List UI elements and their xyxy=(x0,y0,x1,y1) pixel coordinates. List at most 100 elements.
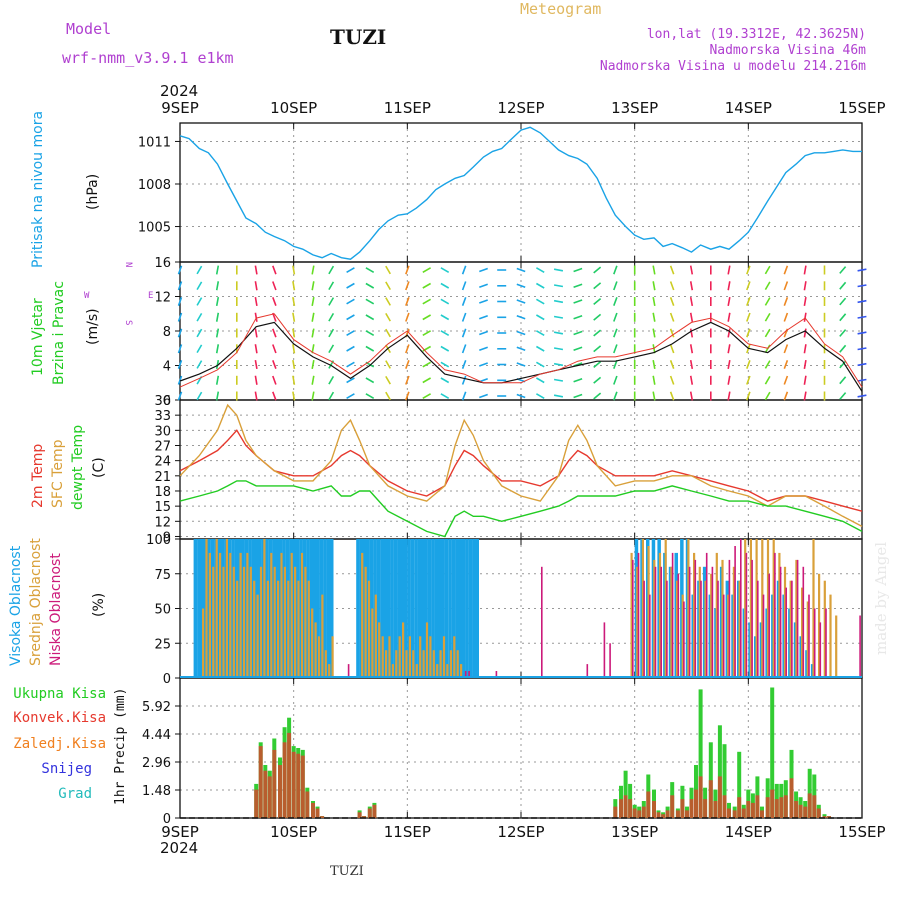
cloud-high-bar xyxy=(386,539,391,678)
wind-barb xyxy=(461,375,467,385)
wind-barb xyxy=(479,299,488,304)
y-tick-label: 100 xyxy=(146,533,171,548)
wind-barb xyxy=(764,265,771,275)
wind-barb xyxy=(573,267,583,273)
wind-barb xyxy=(196,344,203,354)
elevation-text: Nadmorska Visina 46m xyxy=(709,43,866,58)
cloud-mid-bar xyxy=(687,539,690,678)
y-tick-label: 33 xyxy=(154,409,171,424)
wind-barb xyxy=(516,314,526,320)
wind-barb xyxy=(613,281,618,291)
wind-barb xyxy=(783,360,789,369)
cloud-mid-bar xyxy=(402,622,405,678)
temp-2m-line xyxy=(179,429,863,512)
wind-barb xyxy=(553,284,564,288)
cloud-mid-bar xyxy=(653,559,656,678)
panel-frame xyxy=(179,677,863,819)
wind-barb xyxy=(346,377,355,384)
wind-barb xyxy=(385,328,391,338)
cloud-mid-bar xyxy=(710,573,713,679)
y-tick-label: 27 xyxy=(154,439,171,454)
wind-barb xyxy=(669,391,675,401)
cloud-high-bar xyxy=(444,539,449,678)
cloud-high-bar xyxy=(397,539,401,678)
wind-barb xyxy=(689,281,694,291)
y-tick-label: 21 xyxy=(154,470,171,485)
cloud-mid-bar xyxy=(388,636,391,678)
wind-barb xyxy=(516,393,526,399)
wind-barb xyxy=(783,297,789,306)
wind-barb xyxy=(746,375,751,385)
precip-conv-bar xyxy=(291,751,296,818)
wind-barb xyxy=(440,330,450,336)
pressure-panel-labels: Pritisak na nivou mora (hPa) xyxy=(30,111,101,268)
precip-label-3: Zaledj.Kisa xyxy=(13,736,106,752)
cloud-mid-bar xyxy=(453,636,456,678)
cloud-mid-bar xyxy=(378,622,381,678)
cloud-mid-bar xyxy=(266,580,269,678)
wind-barb xyxy=(746,265,751,275)
wind-barb xyxy=(652,328,656,338)
precip-conv-bar xyxy=(822,816,827,818)
wind-barb xyxy=(689,391,694,401)
wind-barb xyxy=(405,391,410,401)
wind-barb xyxy=(593,282,602,290)
cloud-mid-bar xyxy=(304,566,307,678)
wind-barb xyxy=(365,377,375,384)
cloud-high-bar xyxy=(472,539,476,678)
cloud-mid-bar xyxy=(249,566,252,678)
wind-barb xyxy=(254,359,258,370)
cloud-low-bar xyxy=(677,573,680,679)
wind-barb xyxy=(328,265,335,275)
wind-speed-line xyxy=(179,321,863,392)
cloud-low-bar xyxy=(632,559,634,678)
wind-barb xyxy=(272,391,277,401)
wind-barb xyxy=(405,375,410,385)
wind-barb xyxy=(652,296,656,307)
wind-barb xyxy=(783,375,789,385)
wind-barb xyxy=(746,391,751,401)
precip-conv-bar xyxy=(755,795,760,818)
wind-barb xyxy=(405,312,410,322)
pressure-line xyxy=(179,126,862,260)
cloud-mid-bar xyxy=(270,552,273,678)
temp-label-2: SFC Temp xyxy=(50,439,66,508)
wind-barb xyxy=(177,375,183,385)
wind-barb xyxy=(689,265,694,275)
cloud-high-bar xyxy=(455,539,459,678)
wind-barb xyxy=(461,265,467,275)
wind-barb xyxy=(803,375,807,385)
wind-barb xyxy=(764,281,771,291)
cloud-mid-bar xyxy=(806,601,809,678)
wind-barb xyxy=(311,359,315,370)
precip-label-4: Snijeg xyxy=(41,761,92,777)
cloud-mid-bar xyxy=(738,580,741,678)
wind-barb xyxy=(177,360,183,369)
precip-conv-bar xyxy=(770,789,775,818)
wind-barb xyxy=(652,281,656,291)
precip-conv-bar xyxy=(689,799,694,818)
cloud-high-bar xyxy=(313,539,317,678)
wind-barb xyxy=(553,394,564,398)
cloud-mid-bar xyxy=(239,552,242,678)
precip-conv-bar xyxy=(746,801,751,818)
cloud-mid-bar xyxy=(395,650,398,678)
panel-frame xyxy=(179,399,863,540)
cloud-high-bar xyxy=(417,539,422,678)
wind-barb xyxy=(385,391,391,401)
wind-barb xyxy=(839,360,847,369)
cloud-mid-bar xyxy=(205,539,208,678)
cloud-mid-bar xyxy=(307,580,310,678)
wind-barb xyxy=(311,281,315,291)
wind-barb xyxy=(385,297,391,306)
wind-barb xyxy=(196,312,203,322)
wind-barb xyxy=(311,328,315,338)
x-tick-label-bottom: 9SEP xyxy=(161,823,199,841)
cloud-mid-bar xyxy=(812,539,815,678)
wind-barb xyxy=(422,298,431,305)
wind-barb xyxy=(803,265,807,275)
wind-barb xyxy=(839,376,847,385)
precip-conv-bar xyxy=(646,791,651,818)
precip-conv-bar xyxy=(680,799,685,818)
cloud-high-bar xyxy=(424,539,428,678)
